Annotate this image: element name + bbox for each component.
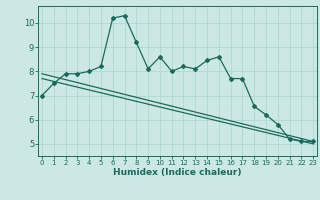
X-axis label: Humidex (Indice chaleur): Humidex (Indice chaleur) <box>113 168 242 177</box>
